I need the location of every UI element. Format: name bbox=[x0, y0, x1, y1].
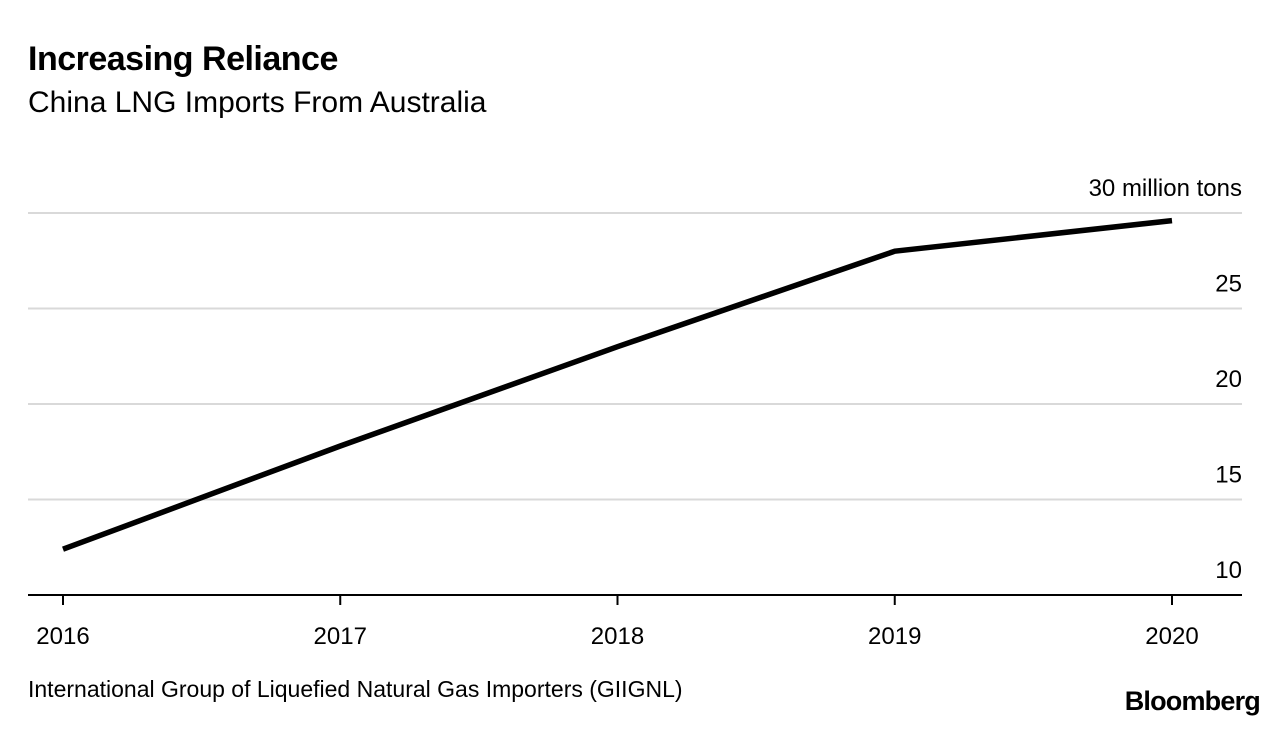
y-tick-label-10: 10 bbox=[1215, 557, 1242, 584]
y-tick-label-30: 30 million tons bbox=[1089, 175, 1242, 202]
y-tick-label-25: 25 bbox=[1215, 271, 1242, 298]
x-tick-label-2016: 2016 bbox=[36, 623, 89, 650]
x-tick-label-2017: 2017 bbox=[314, 623, 367, 650]
y-tick-label-15: 15 bbox=[1215, 462, 1242, 489]
brand-logo: Bloomberg bbox=[1125, 686, 1260, 717]
x-tick-label-2018: 2018 bbox=[591, 623, 644, 650]
y-tick-label-20: 20 bbox=[1215, 366, 1242, 393]
x-tick-label-2019: 2019 bbox=[868, 623, 921, 650]
x-tick-label-2020: 2020 bbox=[1145, 623, 1198, 650]
source-note: International Group of Liquefied Natural… bbox=[28, 676, 683, 703]
